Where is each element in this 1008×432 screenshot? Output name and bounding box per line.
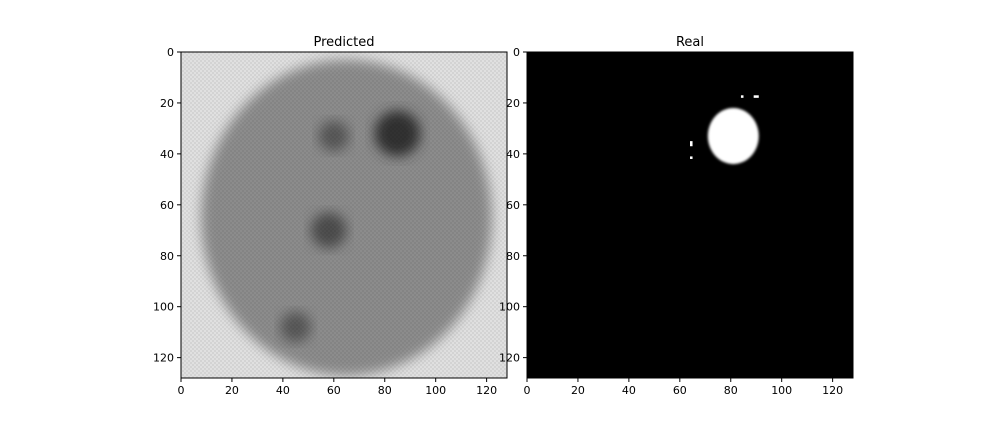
y-tick-label-predicted: 0 [167, 46, 174, 59]
y-tick-label-predicted: 120 [153, 352, 174, 365]
y-tick-label-real: 40 [506, 148, 520, 161]
x-tick-label-predicted: 80 [378, 384, 392, 397]
y-tick-label-real: 120 [499, 352, 520, 365]
x-tick-label-real: 80 [724, 384, 738, 397]
y-tick-label-real: 80 [506, 250, 520, 263]
y-tick-label-predicted: 80 [160, 250, 174, 263]
x-tick-label-predicted: 20 [225, 384, 239, 397]
y-tick-label-real: 100 [499, 301, 520, 314]
heatmap-predicted [181, 52, 507, 378]
y-axis-real: 0 20 40 60 80 100 120 [499, 46, 527, 365]
x-tick-label-real: 60 [673, 384, 687, 397]
y-tick-label-predicted: 60 [160, 199, 174, 212]
panel-real: Real 0 20 40 60 80 100 120 0 20 40 60 80 100 120 [499, 35, 854, 397]
mask-speck [740, 95, 744, 98]
y-tick-label-predicted: 100 [153, 301, 174, 314]
y-tick-label-real: 20 [506, 97, 520, 110]
y-tick-label-predicted: 20 [160, 97, 174, 110]
y-tick-label-real: 60 [506, 199, 520, 212]
x-tick-label-real: 40 [622, 384, 636, 397]
x-tick-label-predicted: 0 [178, 384, 185, 397]
mask-speck [690, 141, 693, 147]
mask-blob [707, 108, 759, 165]
texture-grain [181, 52, 507, 378]
panel-predicted: Predicted 0 20 40 60 80 100 120 0 20 40 60 80 100 12… [153, 35, 508, 397]
panel-title-real: Real [676, 35, 704, 50]
mask-specks [690, 95, 759, 159]
mask-background [527, 52, 853, 378]
axes-frame-real [526, 51, 854, 379]
x-tick-label-real: 100 [771, 384, 792, 397]
x-tick-label-predicted: 40 [276, 384, 290, 397]
heatmap-real [527, 52, 853, 378]
x-tick-label-predicted: 120 [476, 384, 497, 397]
x-axis-predicted: 0 20 40 60 80 100 120 [178, 378, 497, 397]
mask-speck [690, 156, 693, 159]
x-tick-label-real: 120 [822, 384, 843, 397]
x-tick-label-real: 20 [571, 384, 585, 397]
axes-frame-predicted [180, 51, 508, 379]
x-tick-label-real: 0 [524, 384, 531, 397]
y-tick-label-predicted: 40 [160, 148, 174, 161]
x-tick-label-predicted: 60 [327, 384, 341, 397]
y-tick-label-real: 0 [513, 46, 520, 59]
y-axis-predicted: 0 20 40 60 80 100 120 [153, 46, 181, 365]
panel-title-predicted: Predicted [313, 35, 374, 50]
x-axis-real: 0 20 40 60 80 100 120 [524, 378, 843, 397]
mask-speck [753, 95, 759, 98]
x-tick-label-predicted: 100 [425, 384, 446, 397]
